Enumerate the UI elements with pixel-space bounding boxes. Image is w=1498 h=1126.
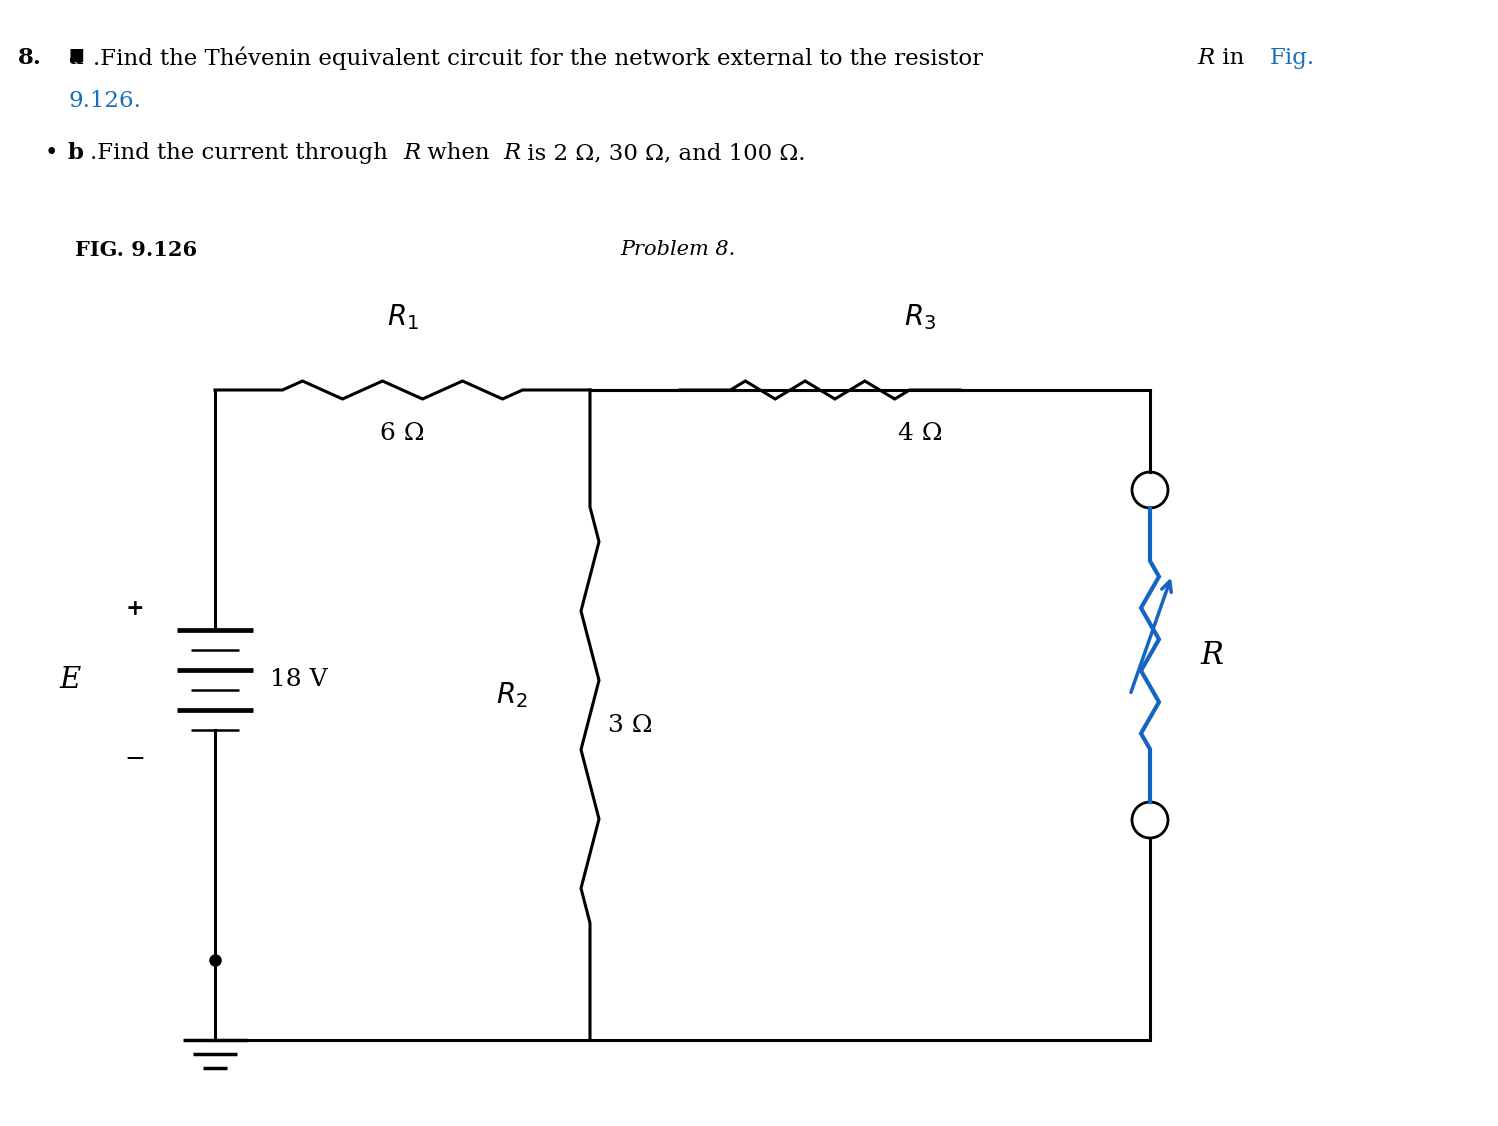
Text: E: E	[60, 665, 81, 694]
Text: 4 Ω: 4 Ω	[897, 422, 942, 445]
Text: 18 V: 18 V	[270, 669, 328, 691]
Text: ■: ■	[67, 47, 84, 64]
Text: 6 Ω: 6 Ω	[380, 422, 425, 445]
Text: $R_3$: $R_3$	[903, 302, 936, 332]
Text: 9.126.: 9.126.	[67, 90, 141, 111]
Text: •: •	[45, 142, 58, 164]
Text: Problem 8.: Problem 8.	[620, 240, 736, 259]
Text: FIG. 9.126: FIG. 9.126	[75, 240, 198, 260]
Text: R: R	[1197, 47, 1215, 69]
Text: when: when	[419, 142, 497, 164]
Text: R: R	[1200, 640, 1222, 670]
Text: $R_1$: $R_1$	[386, 302, 418, 332]
Text: .Find the Thévenin equivalent circuit for the network external to the resistor: .Find the Thévenin equivalent circuit fo…	[93, 47, 990, 71]
Text: 3 Ω: 3 Ω	[608, 714, 653, 736]
Text: +: +	[126, 598, 144, 620]
Text: a: a	[67, 47, 82, 69]
Text: 8.: 8.	[18, 47, 42, 69]
Text: .Find the current through: .Find the current through	[90, 142, 395, 164]
Text: −: −	[124, 748, 145, 771]
Text: $R_2$: $R_2$	[496, 680, 527, 709]
Text: R: R	[403, 142, 421, 164]
Text: in: in	[1215, 47, 1251, 69]
Text: is 2 Ω, 30 Ω, and 100 Ω.: is 2 Ω, 30 Ω, and 100 Ω.	[520, 142, 806, 164]
Text: R: R	[503, 142, 520, 164]
Text: Fig.: Fig.	[1270, 47, 1315, 69]
Text: b: b	[67, 142, 84, 164]
